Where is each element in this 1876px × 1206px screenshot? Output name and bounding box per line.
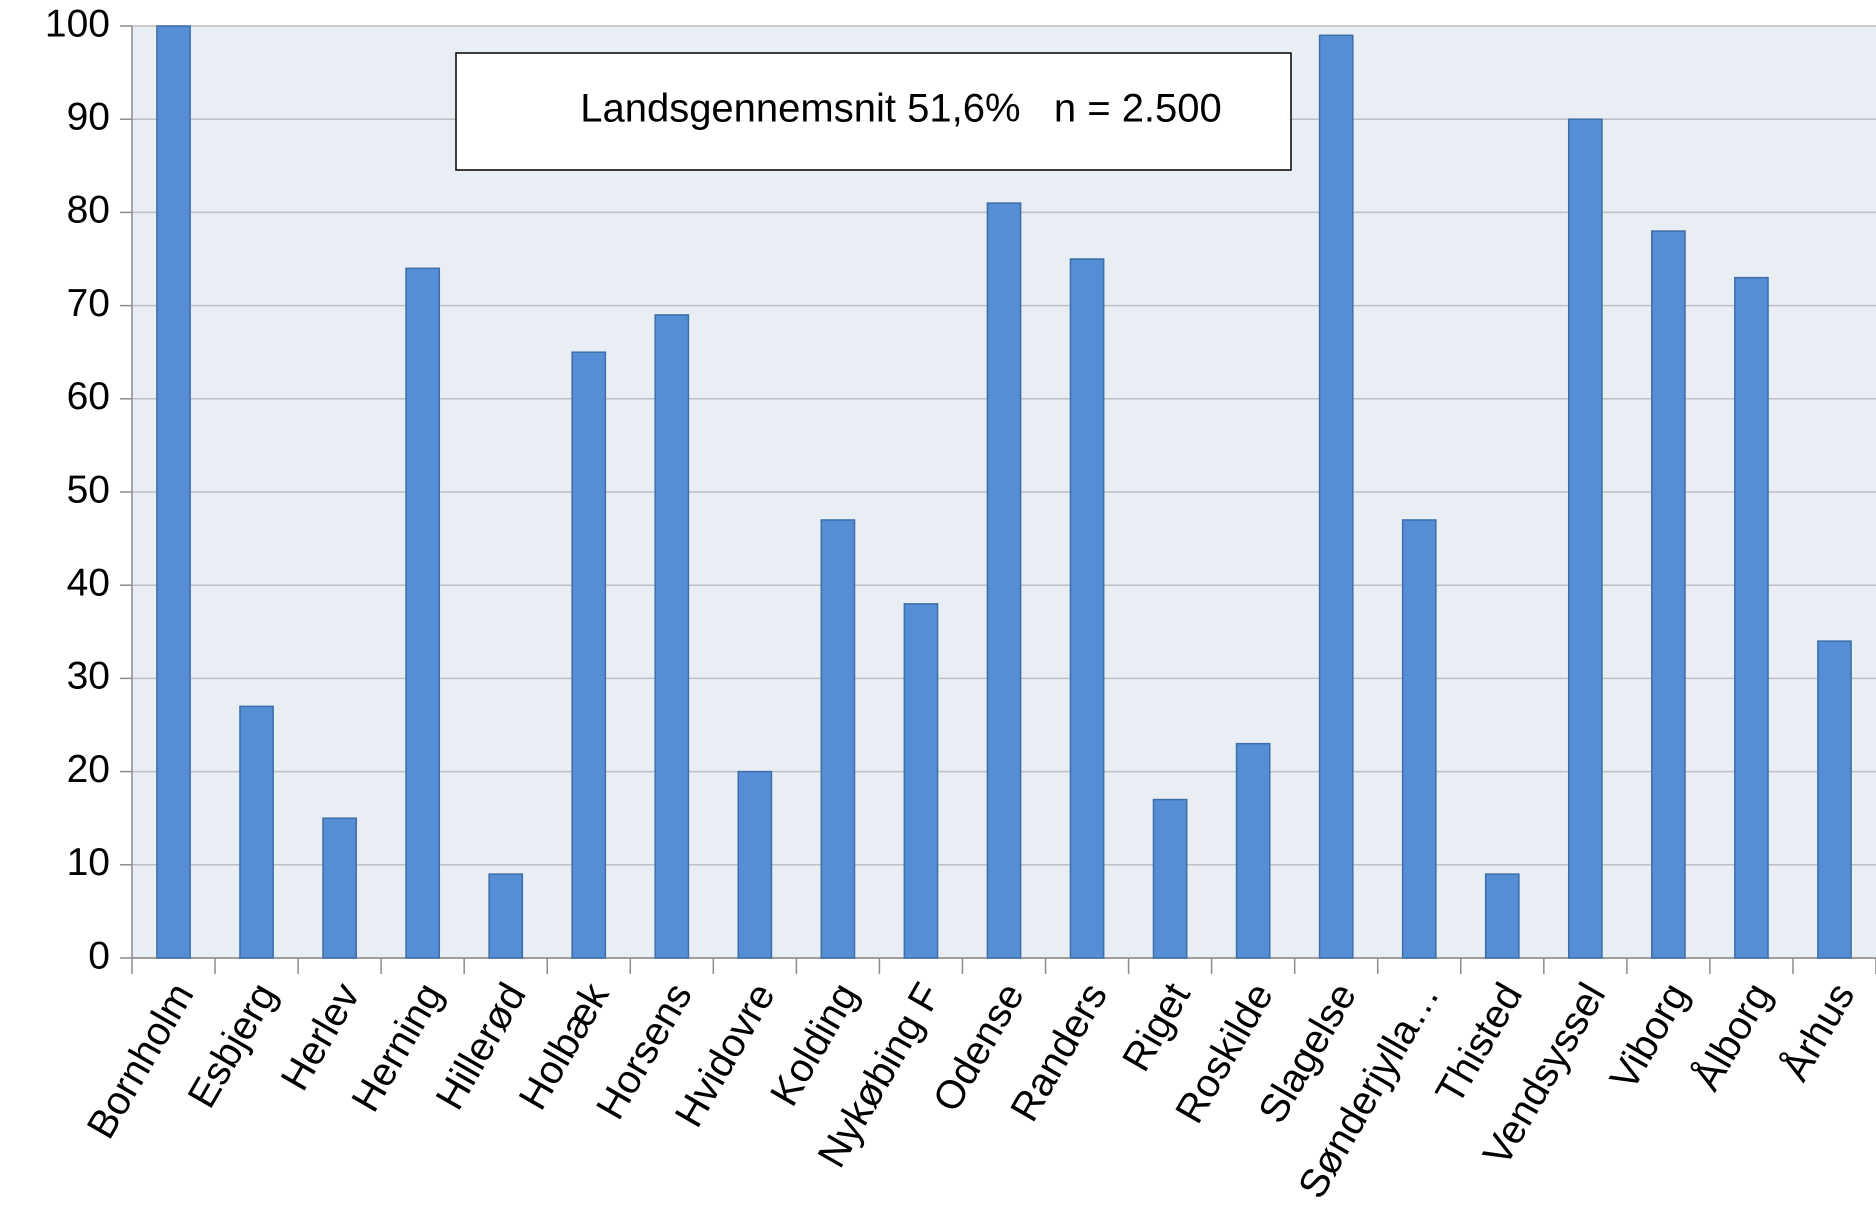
x-tick-label: Riget [1114,976,1199,1079]
bar [239,705,274,959]
bar [1069,258,1105,959]
annotation: Landsgennemsnit 51,6% n = 2.500 [580,87,1222,131]
annotation-box [455,52,1292,171]
y-tick-label: 60 [67,375,110,418]
bar [820,519,856,959]
y-tick-label: 90 [67,95,110,138]
y-tick-label: 100 [45,2,110,45]
y-tick-label: 70 [67,282,110,325]
bar [571,351,607,959]
bar [1651,230,1686,959]
y-tick-label: 30 [67,655,110,698]
y-tick-label: 80 [67,189,110,232]
bar [1401,519,1437,959]
bar [1235,742,1271,959]
y-tick-label: 0 [88,934,110,977]
bar [405,267,441,959]
bar [1817,640,1852,959]
bar [156,25,191,959]
y-tick-label: 20 [67,748,110,791]
bar [654,314,690,959]
bar [1152,798,1188,959]
bar [1734,276,1769,959]
bar [903,603,939,959]
y-tick-label: 40 [67,561,110,604]
x-tick-label: Bornholm [79,976,203,1146]
bar [1567,118,1603,959]
bar [488,873,524,959]
bar [1318,34,1354,959]
bar [986,202,1022,959]
y-tick-label: 50 [67,468,110,511]
y-tick-label: 10 [67,841,110,884]
bar [322,817,357,959]
bar [737,770,773,959]
x-tick-label: Ålborg [1684,975,1781,1098]
bar [1484,873,1520,959]
x-tick-label: Århus [1772,975,1863,1088]
x-tick-label: Viborg [1602,976,1698,1098]
